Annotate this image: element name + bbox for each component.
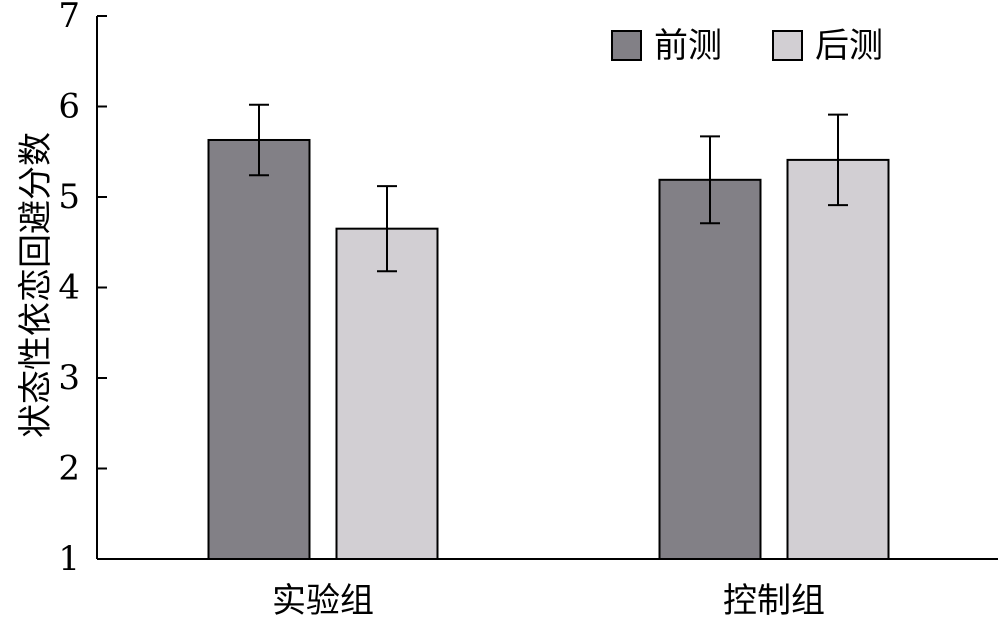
y-tick-label: 5 <box>58 177 80 217</box>
legend-label: 后测 <box>815 26 883 66</box>
y-tick-label: 1 <box>58 539 80 579</box>
y-tick-label: 3 <box>58 358 80 398</box>
y-tick-label: 6 <box>58 87 80 127</box>
x-category-label: 控制组 <box>723 581 825 620</box>
bar-2-2 <box>786 158 890 561</box>
y-axis-label: 状态性依恋回避分数 <box>16 132 56 438</box>
x-category-labels: 实验组 控制组 <box>272 581 825 620</box>
bars <box>207 138 890 561</box>
legend-label: 前测 <box>654 26 722 66</box>
legend-swatch <box>772 30 803 61</box>
error-bars <box>249 103 848 273</box>
y-ticks: 1 2 3 4 5 6 7 <box>58 0 107 579</box>
legend-swatch <box>611 30 642 61</box>
x-category-label: 实验组 <box>272 581 374 620</box>
bar-1-2 <box>335 227 439 561</box>
y-tick-label: 7 <box>58 0 80 36</box>
y-tick-label: 4 <box>58 268 80 308</box>
y-tick-label: 2 <box>58 449 80 489</box>
bar-2-1 <box>658 178 762 560</box>
legend: 前测 后测 <box>611 26 883 66</box>
bar-1-1 <box>207 138 311 561</box>
